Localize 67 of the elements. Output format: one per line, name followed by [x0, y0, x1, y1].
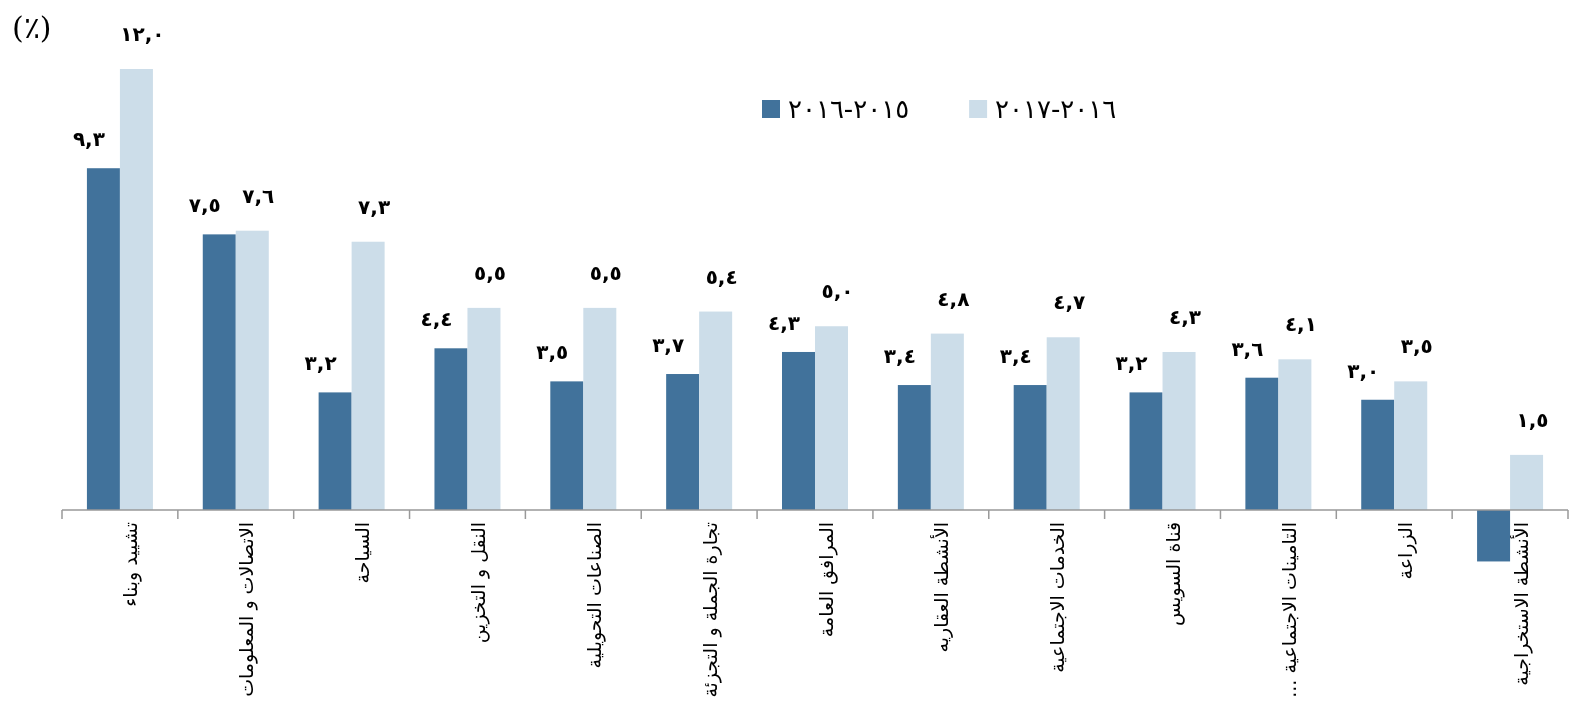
bar [930, 333, 964, 510]
x-tick-label: المرافق العامة [814, 522, 838, 638]
bar [1278, 359, 1312, 510]
bar [782, 351, 815, 510]
bar [1361, 399, 1395, 510]
x-tick-label: الأنشطة الاستخراجية [1509, 522, 1533, 686]
bar [550, 381, 584, 510]
bar [1046, 337, 1080, 510]
chart-title: (٪) [12, 10, 52, 45]
bar [434, 348, 468, 510]
bar [202, 234, 236, 510]
data-label: ٥,٥ [589, 260, 622, 285]
data-label: ٤,٨ [937, 286, 970, 311]
x-tick-label: التامينات الاجتماعية ... [1277, 522, 1300, 698]
bar [1013, 385, 1047, 510]
x-tick-label: الزراعة [1393, 522, 1417, 580]
bar [1510, 454, 1544, 510]
data-label: ٥,٠ [821, 279, 854, 304]
x-tick-label: الخدمات الاجتماعية [1046, 522, 1069, 673]
x-tick-label: تجارة الجملة و التجزئة [698, 522, 722, 698]
bar [1394, 381, 1428, 510]
data-label: ١٢,٠ [120, 22, 165, 46]
data-label: ٧,٦ [242, 183, 275, 208]
data-label: ١,٥ [1516, 407, 1549, 432]
bar [1162, 351, 1196, 510]
data-label: ٤,٧ [1053, 290, 1086, 315]
x-tick-label: النقل و التخزين [466, 522, 490, 644]
data-label: ٤,١ [1284, 312, 1317, 337]
x-tick-label: الاتصالات و المعلومات [235, 522, 259, 697]
bar [86, 168, 120, 510]
bar [815, 326, 848, 510]
legend-label: ٢٠١٥-٢٠١٦ [788, 94, 910, 124]
data-label: ٣,٦ [1231, 336, 1264, 361]
data-label: ٣,٤ [999, 344, 1032, 369]
data-label: ٥,٥ [473, 260, 506, 285]
data-label: ٣,٠ [1347, 358, 1380, 383]
data-label: ٣,٥ [536, 340, 569, 365]
data-label: ٩,٣ [72, 127, 105, 152]
bar [235, 230, 269, 510]
x-tick-label: السياحة [351, 522, 374, 584]
bar [1245, 377, 1279, 510]
data-label: ٣,٢ [304, 351, 337, 376]
bar [583, 307, 617, 510]
bar [699, 311, 733, 510]
bar [1129, 392, 1163, 510]
bar [318, 392, 352, 510]
data-label: ٤,٣ [767, 310, 801, 335]
data-label: ٤,٤ [420, 307, 453, 332]
bar [897, 385, 931, 510]
bar [351, 241, 385, 510]
legend-label: ٢٠١٦-٢٠١٧ [995, 94, 1117, 124]
data-label: ٣,٤ [883, 344, 916, 369]
data-label: ٤,٣ [1169, 304, 1202, 329]
data-label: ٣,٧ [652, 333, 685, 358]
x-tick-label: تشييد وبناء [119, 522, 143, 607]
bar [666, 374, 700, 510]
bar [1477, 510, 1511, 562]
data-label: ٧,٥ [188, 193, 221, 218]
data-label: ٣,٥ [1400, 334, 1433, 359]
bar [467, 307, 501, 510]
x-tick-label: الصناعات التحويلية [582, 522, 606, 669]
bar [119, 69, 153, 510]
data-label: ٥,٤ [705, 264, 738, 289]
data-label: ٧,٣ [358, 194, 391, 219]
data-label: ٣,٢ [1115, 351, 1148, 376]
x-tick-label: قناة السويس [1162, 522, 1186, 626]
x-tick-label: الأنشطة العقاريه [930, 522, 954, 653]
